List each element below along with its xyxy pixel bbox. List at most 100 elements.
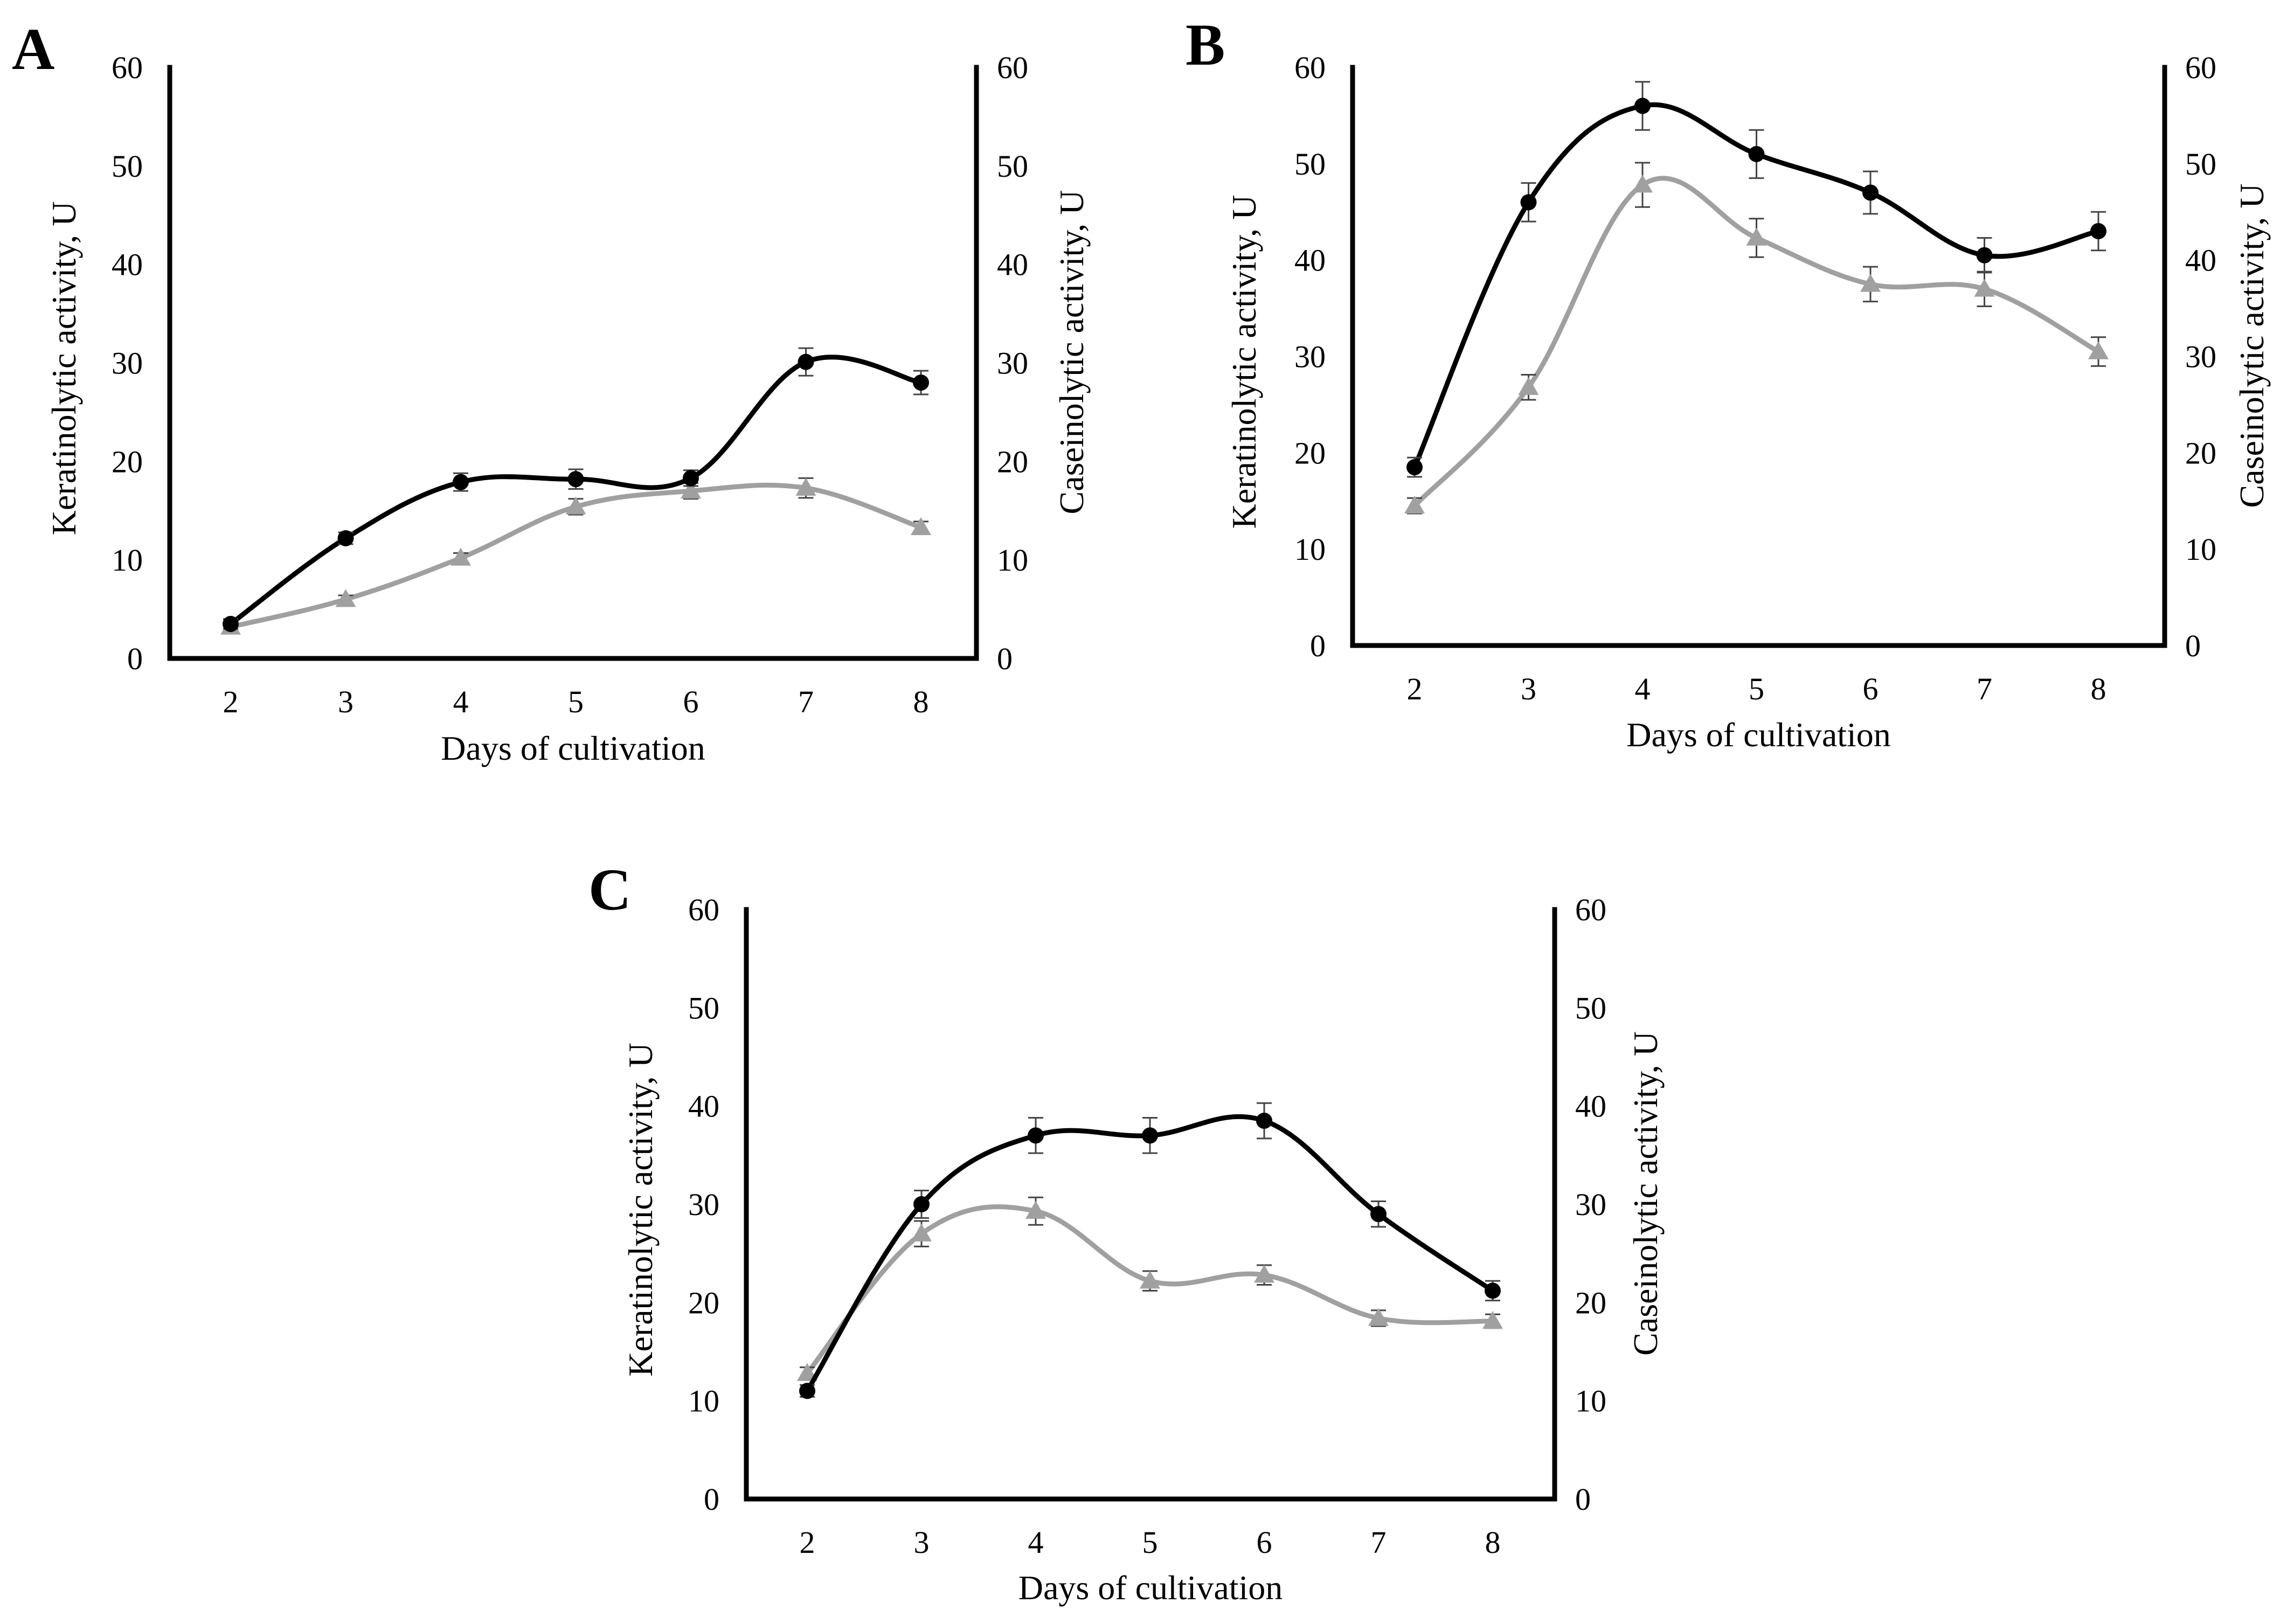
y-tick-label-right: 50	[997, 149, 1028, 184]
x-axis-title: Days of cultivation	[441, 729, 705, 767]
y-axis-title-right: Caseinolytic activity, U	[1052, 190, 1091, 515]
y-tick-label-right: 60	[997, 50, 1028, 85]
y-tick-label-right: 30	[997, 346, 1028, 381]
y-tick-label-left: 20	[1294, 435, 1326, 470]
y-tick-label-right: 0	[2185, 628, 2201, 663]
y-tick-label-right: 60	[1575, 892, 1606, 927]
panel-label: C	[588, 857, 631, 922]
data-point-triangle	[2088, 341, 2109, 359]
y-tick-label-left: 30	[112, 346, 143, 381]
y-tick-label-left: 50	[112, 149, 143, 184]
data-point-triangle	[795, 477, 816, 496]
data-point-circle	[1976, 247, 1993, 263]
data-point-circle	[453, 474, 469, 490]
x-tick-label: 5	[568, 684, 584, 719]
data-point-triangle	[451, 547, 471, 566]
data-point-circle	[683, 470, 699, 487]
data-point-triangle	[681, 481, 701, 499]
y-tick-label-right: 30	[2185, 339, 2216, 374]
data-point-triangle	[1404, 495, 1425, 513]
x-tick-label: 3	[914, 1525, 930, 1560]
x-tick-label: 4	[1635, 671, 1651, 706]
series-keratinolytic	[1406, 81, 2106, 478]
data-point-triangle	[911, 517, 931, 536]
data-point-circle	[1862, 184, 1879, 201]
panel-a: A 0 0 10 10 20 20 30 30 40 40 50 50 60 60 2 3 4 5 6 7 8 Days o…	[12, 16, 1091, 767]
data-point-circle	[799, 1383, 815, 1399]
data-point-triangle	[1025, 1200, 1046, 1219]
x-tick-label: 4	[453, 684, 469, 719]
x-tick-label: 2	[800, 1525, 815, 1560]
data-point-circle	[798, 353, 814, 370]
y-tick-label-right: 40	[2185, 243, 2216, 278]
y-tick-label-left: 10	[112, 543, 143, 578]
y-tick-label-right: 0	[997, 641, 1013, 676]
y-tick-label-right: 40	[997, 247, 1028, 282]
y-axis-title-right: Caseinolytic activity, U	[1626, 1031, 1665, 1356]
y-tick-label-right: 20	[1575, 1285, 1606, 1320]
data-point-triangle	[565, 496, 586, 515]
y-tick-label-left: 50	[688, 990, 719, 1025]
data-point-circle	[223, 616, 239, 633]
y-tick-label-right: 10	[2185, 532, 2216, 567]
series-line	[805, 1114, 1494, 1392]
data-point-triangle	[1746, 227, 1767, 246]
y-tick-label-right: 20	[997, 444, 1028, 479]
data-point-circle	[913, 1196, 930, 1212]
y-tick-label-left: 0	[127, 641, 143, 676]
y-tick-label-left: 20	[112, 444, 143, 479]
data-point-triangle	[1254, 1265, 1274, 1283]
x-tick-label: 7	[1977, 671, 1992, 706]
data-point-circle	[1142, 1127, 1158, 1144]
y-axis-title-left: Keratinolytic activity, U	[45, 202, 83, 536]
x-axis-title: Days of cultivation	[1018, 1569, 1283, 1607]
y-tick-label-left: 20	[688, 1285, 719, 1320]
y-axis-title-right: Caseinolytic activity, U	[2233, 184, 2271, 508]
data-point-triangle	[1140, 1271, 1160, 1289]
y-tick-label-left: 0	[704, 1482, 719, 1517]
y-tick-label-right: 20	[2185, 435, 2216, 470]
y-tick-label-right: 60	[2185, 50, 2216, 85]
x-axis-title: Days of cultivation	[1626, 716, 1891, 754]
data-point-triangle	[911, 1223, 932, 1241]
data-point-circle	[1370, 1206, 1387, 1223]
y-tick-label-left: 0	[1310, 628, 1326, 663]
y-tick-label-left: 40	[112, 247, 143, 282]
x-tick-label: 8	[913, 684, 929, 719]
series-keratinolytic	[799, 1102, 1501, 1399]
data-point-circle	[913, 374, 929, 391]
panel-label: B	[1186, 12, 1225, 78]
y-tick-label-left: 50	[1294, 147, 1326, 182]
y-tick-label-right: 10	[1575, 1384, 1606, 1419]
panel-b: B 0 0 10 10 20 20 30 30 40 40 50 50 60 60 2 3 4 5 6 7 8 Days o…	[1186, 12, 2271, 754]
data-point-circle	[1485, 1282, 1501, 1299]
series-keratinolytic	[223, 347, 929, 633]
data-point-circle	[1748, 145, 1765, 162]
x-tick-label: 8	[2091, 671, 2106, 706]
y-tick-label-right: 10	[997, 543, 1028, 578]
data-point-triangle	[1974, 279, 1995, 297]
data-point-circle	[1256, 1113, 1272, 1129]
y-tick-label-right: 40	[1575, 1089, 1606, 1124]
data-point-triangle	[335, 589, 356, 607]
x-tick-label: 2	[223, 684, 239, 719]
y-tick-label-left: 30	[688, 1187, 719, 1222]
x-tick-label: 6	[683, 684, 699, 719]
y-tick-label-left: 60	[112, 50, 143, 85]
x-tick-label: 7	[798, 684, 814, 719]
y-axis-title-left: Keratinolytic activity, U	[621, 1043, 660, 1377]
x-tick-label: 5	[1142, 1525, 1158, 1560]
series-caseinolytic	[797, 1196, 1503, 1381]
data-point-triangle	[1632, 175, 1653, 193]
data-point-triangle	[1518, 377, 1539, 395]
x-tick-label: 3	[1521, 671, 1536, 706]
y-tick-label-left: 30	[1294, 339, 1326, 374]
y-tick-label-left: 60	[688, 892, 719, 927]
data-point-circle	[1520, 194, 1537, 211]
y-tick-label-left: 10	[688, 1384, 719, 1419]
x-tick-label: 5	[1749, 671, 1764, 706]
x-tick-label: 2	[1407, 671, 1423, 706]
data-point-triangle	[1482, 1310, 1503, 1329]
panel-c: C 0 0 10 10 20 20 30 30 40 40 50 50 60 60 2 3 4 5 6 7 8 Days o…	[588, 857, 1665, 1607]
